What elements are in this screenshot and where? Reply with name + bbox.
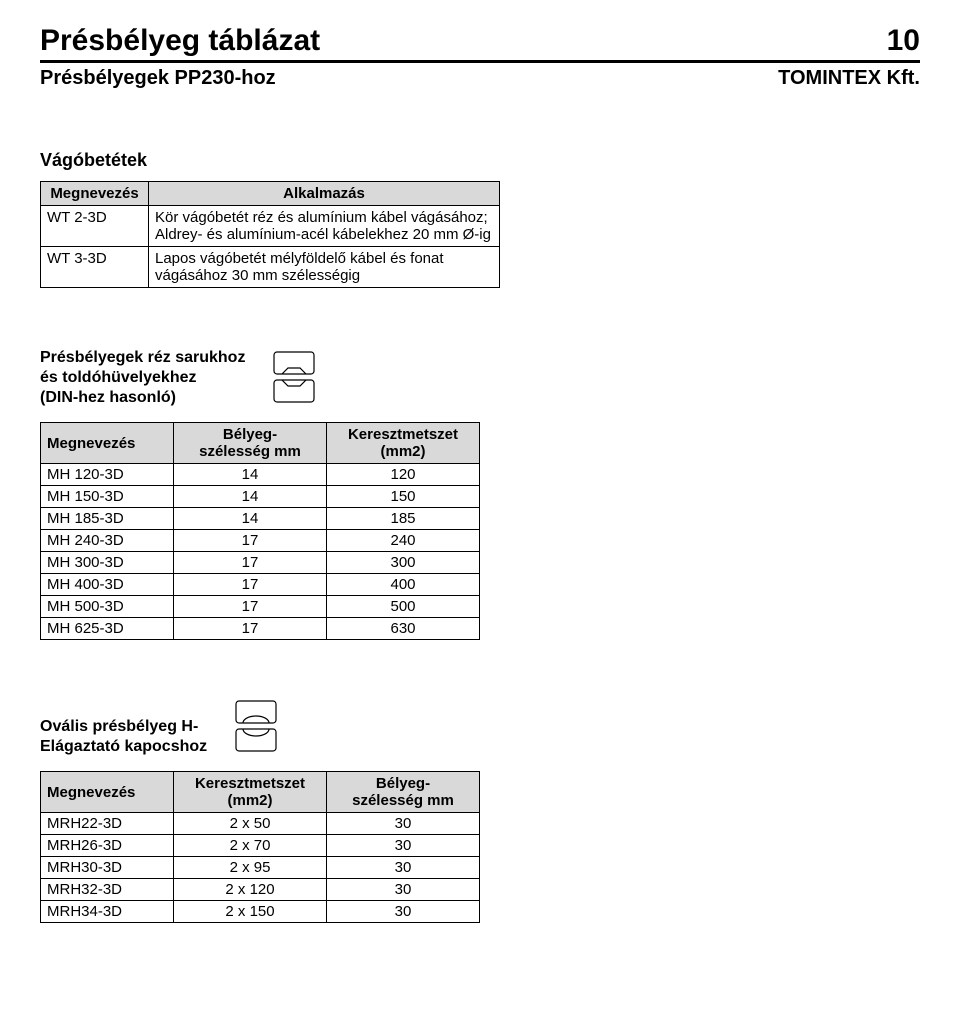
table-cutting-inserts: Megnevezés Alkalmazás WT 2-3DKör vágóbet… <box>40 181 500 288</box>
section3-heading: Ovális présbélyeg H-Elágaztató kapocshoz <box>40 717 207 757</box>
tbl2-col2: Keresztmetszet(mm2) <box>327 423 480 464</box>
cell: MH 500-3D <box>41 596 174 618</box>
cell: 17 <box>174 596 327 618</box>
cell: 120 <box>327 464 480 486</box>
table-row: WT 3-3DLapos vágóbetét mélyföldelő kábel… <box>41 247 500 288</box>
cell: 17 <box>174 530 327 552</box>
tbl1-col-desc: Alkalmazás <box>149 182 500 206</box>
table-row: MRH30-3D2 x 9530 <box>41 857 480 879</box>
cell: 14 <box>174 464 327 486</box>
die-hex-icon <box>273 351 315 408</box>
page-number: 10 <box>887 24 920 58</box>
subtitle-row: Présbélyegek PP230-hoz TOMINTEX Kft. <box>40 67 920 90</box>
table-row: MRH26-3D2 x 7030 <box>41 835 480 857</box>
table-row: MH 625-3D17630 <box>41 618 480 640</box>
table-row: MH 240-3D17240 <box>41 530 480 552</box>
cell: 30 <box>327 857 480 879</box>
tbl3-col1: Keresztmetszet(mm2) <box>174 772 327 813</box>
section2-heading: Présbélyegek réz sarukhozés toldóhüvelye… <box>40 348 245 408</box>
cell-name: WT 2-3D <box>41 206 149 247</box>
table-row: MH 300-3D17300 <box>41 552 480 574</box>
cell: MH 185-3D <box>41 508 174 530</box>
page-title: Présbélyeg táblázat <box>40 24 887 58</box>
cell: MH 400-3D <box>41 574 174 596</box>
cell-desc: Lapos vágóbetét mélyföldelő kábel és fon… <box>149 247 500 288</box>
cell: 17 <box>174 574 327 596</box>
cell: 14 <box>174 508 327 530</box>
section1-heading: Vágóbetétek <box>40 150 920 171</box>
cell: MRH26-3D <box>41 835 174 857</box>
cell: MH 120-3D <box>41 464 174 486</box>
cell: MRH32-3D <box>41 879 174 901</box>
cell: MH 150-3D <box>41 486 174 508</box>
cell-name: WT 3-3D <box>41 247 149 288</box>
section2-header-row: Présbélyegek réz sarukhozés toldóhüvelye… <box>40 348 920 408</box>
cell: 300 <box>327 552 480 574</box>
tbl2-col1: Bélyeg-szélesség mm <box>174 423 327 464</box>
cell: 150 <box>327 486 480 508</box>
cell: 2 x 50 <box>174 813 327 835</box>
table-row: MH 500-3D17500 <box>41 596 480 618</box>
cell: MRH30-3D <box>41 857 174 879</box>
tbl1-col-name: Megnevezés <box>41 182 149 206</box>
cell: MH 240-3D <box>41 530 174 552</box>
cell-desc: Kör vágóbetét réz és alumínium kábel vág… <box>149 206 500 247</box>
cell: 2 x 120 <box>174 879 327 901</box>
cell: 400 <box>327 574 480 596</box>
subtitle-left: Présbélyegek PP230-hoz <box>40 67 276 90</box>
title-row: Présbélyeg táblázat 10 <box>40 24 920 63</box>
cell: MH 300-3D <box>41 552 174 574</box>
tbl2-col0: Megnevezés <box>41 423 174 464</box>
table-row: MH 185-3D14185 <box>41 508 480 530</box>
table-row: MH 400-3D17400 <box>41 574 480 596</box>
cell: MH 625-3D <box>41 618 174 640</box>
cell: 2 x 95 <box>174 857 327 879</box>
cell: 17 <box>174 618 327 640</box>
cell: MRH34-3D <box>41 901 174 923</box>
section3-header-row: Ovális présbélyeg H-Elágaztató kapocshoz <box>40 700 920 757</box>
table-row: MH 120-3D14120 <box>41 464 480 486</box>
table-row: WT 2-3DKör vágóbetét réz és alumínium ká… <box>41 206 500 247</box>
cell: 630 <box>327 618 480 640</box>
page: Présbélyeg táblázat 10 Présbélyegek PP23… <box>0 0 960 963</box>
subtitle-right: TOMINTEX Kft. <box>778 67 920 90</box>
table-row: MRH34-3D2 x 15030 <box>41 901 480 923</box>
cell: 30 <box>327 813 480 835</box>
cell: 30 <box>327 835 480 857</box>
cell: 17 <box>174 552 327 574</box>
die-oval-icon <box>235 700 277 757</box>
cell: 2 x 70 <box>174 835 327 857</box>
cell: 500 <box>327 596 480 618</box>
cell: 2 x 150 <box>174 901 327 923</box>
table-row: MRH32-3D2 x 12030 <box>41 879 480 901</box>
table-oval-dies: Megnevezés Keresztmetszet(mm2) Bélyeg-sz… <box>40 771 480 923</box>
cell: 185 <box>327 508 480 530</box>
tbl3-col2: Bélyeg-szélesség mm <box>327 772 480 813</box>
table-row: MH 150-3D14150 <box>41 486 480 508</box>
cell: 14 <box>174 486 327 508</box>
table-copper-dies: Megnevezés Bélyeg-szélesség mm Keresztme… <box>40 422 480 640</box>
cell: MRH22-3D <box>41 813 174 835</box>
tbl3-col0: Megnevezés <box>41 772 174 813</box>
cell: 30 <box>327 879 480 901</box>
table-row: MRH22-3D2 x 5030 <box>41 813 480 835</box>
cell: 30 <box>327 901 480 923</box>
cell: 240 <box>327 530 480 552</box>
